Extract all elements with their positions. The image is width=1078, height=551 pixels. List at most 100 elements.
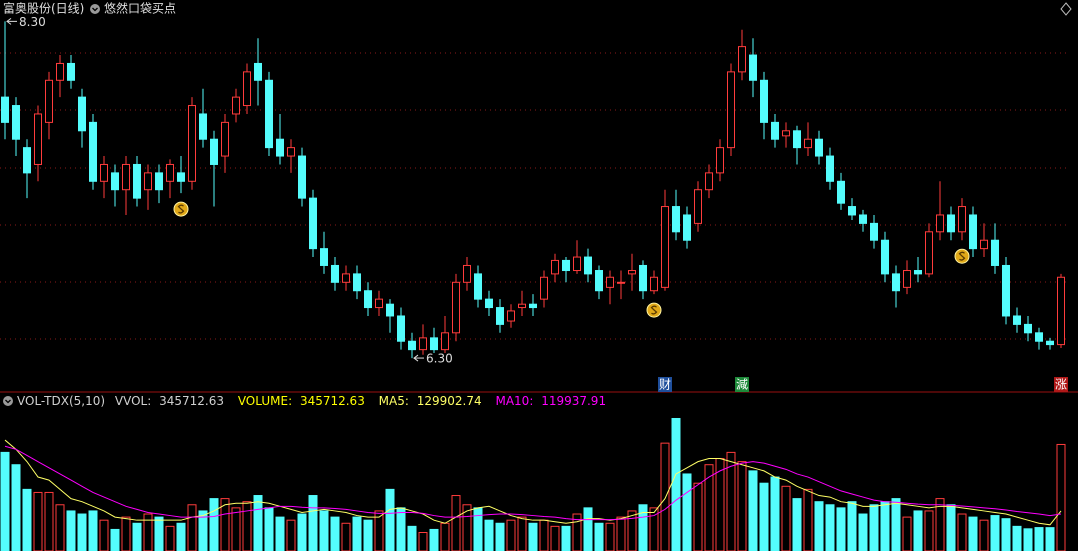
volume-bar — [902, 516, 912, 551]
candle-body — [221, 121, 229, 157]
candle-body — [474, 273, 482, 300]
candle-body — [837, 180, 845, 204]
candle-body — [441, 332, 449, 351]
candle-body — [628, 270, 636, 275]
candle-body — [573, 256, 581, 272]
volume-bar — [913, 510, 923, 551]
candle-body — [23, 147, 31, 174]
candle-body — [639, 264, 647, 292]
volume-bar — [451, 495, 461, 551]
candle-body — [12, 105, 20, 140]
volume-bar — [231, 507, 241, 551]
candle-body — [936, 214, 944, 233]
volume-bar — [297, 513, 307, 551]
volume-bar — [858, 513, 868, 551]
indicator-title: 悠然口袋买点 — [104, 1, 176, 16]
volume-bar — [66, 510, 76, 551]
dropdown-icon[interactable] — [3, 396, 13, 406]
legend-label: VVOL: — [115, 394, 151, 408]
candle-body — [199, 113, 207, 140]
volume-bar — [726, 451, 736, 551]
candle-body — [166, 163, 174, 182]
volume-bar — [594, 522, 604, 551]
candle-body — [67, 62, 75, 81]
candle-body — [617, 281, 625, 284]
volume-bar — [220, 498, 230, 551]
volume-bar — [1012, 525, 1022, 551]
candle-body — [1002, 264, 1010, 317]
candle-body — [584, 256, 592, 275]
candle-body — [100, 163, 108, 182]
volume-bar — [825, 504, 835, 551]
candle-body — [947, 214, 955, 233]
candle-body — [452, 281, 460, 334]
stock-title: 富奥股份(日线) — [3, 1, 84, 16]
volume-bar — [396, 507, 406, 551]
candle-body — [793, 130, 801, 149]
candle-body — [683, 214, 691, 241]
candle-body — [595, 270, 603, 292]
volume-bar — [330, 516, 340, 551]
candle-body — [903, 270, 911, 288]
candle-body — [661, 206, 669, 288]
buy-signal-glyph — [958, 251, 966, 261]
volume-bar — [77, 513, 87, 551]
candle-body — [56, 62, 64, 81]
legend-value: 345712.63 — [159, 394, 224, 408]
volume-bar — [418, 532, 428, 551]
volume-bar — [528, 522, 538, 551]
candle-body — [540, 276, 548, 300]
volume-bar — [484, 519, 494, 551]
candle-body — [232, 96, 240, 115]
candle-body — [155, 172, 163, 191]
volume-bar — [154, 516, 164, 551]
candle-body — [551, 259, 559, 275]
candle-body — [210, 138, 218, 165]
candle-body — [529, 303, 537, 309]
candle-body — [760, 79, 768, 123]
candle-body — [408, 340, 416, 351]
indicator-name: VOL-TDX(5,10) — [17, 394, 105, 408]
volume-bar — [1001, 518, 1011, 551]
annotation-text: 财 — [659, 378, 671, 392]
diamond-icon[interactable] — [1060, 2, 1072, 16]
volume-bar — [792, 498, 802, 551]
volume-bar — [385, 488, 395, 551]
candle-body — [254, 62, 262, 81]
volume-bar — [88, 510, 98, 551]
candle-body — [309, 197, 317, 250]
dropdown-icon[interactable] — [90, 4, 100, 14]
volume-bar — [429, 528, 439, 551]
candle-body — [782, 130, 790, 137]
candle-body — [694, 189, 702, 224]
volume-bar — [275, 516, 285, 551]
candle-body — [463, 264, 471, 283]
candle-body — [727, 71, 735, 149]
volume-bar — [748, 470, 758, 551]
volume-bar — [286, 519, 296, 551]
candle-body — [34, 113, 42, 165]
candle-body — [342, 273, 350, 283]
volume-bar — [0, 451, 10, 551]
candle-body — [419, 337, 427, 351]
candle-body — [287, 147, 295, 157]
volume-bar — [33, 491, 43, 551]
candle-body — [243, 71, 251, 107]
legend-value: 345712.63 — [300, 394, 365, 408]
volume-bar — [341, 522, 351, 551]
volume-bar — [990, 515, 1000, 551]
volume-bar — [22, 488, 32, 551]
candle-body — [276, 138, 284, 157]
extreme-label: 6.30 — [426, 352, 453, 366]
candle-body — [1046, 340, 1054, 346]
volume-bar — [506, 519, 516, 551]
volume-bar — [671, 417, 681, 551]
volume-bar — [704, 464, 714, 551]
volume-bar — [957, 513, 967, 551]
candle-body — [606, 276, 614, 288]
volume-bar — [836, 507, 846, 551]
candle-body — [111, 172, 119, 191]
candle-body — [958, 206, 966, 233]
volume-bar — [132, 522, 142, 551]
